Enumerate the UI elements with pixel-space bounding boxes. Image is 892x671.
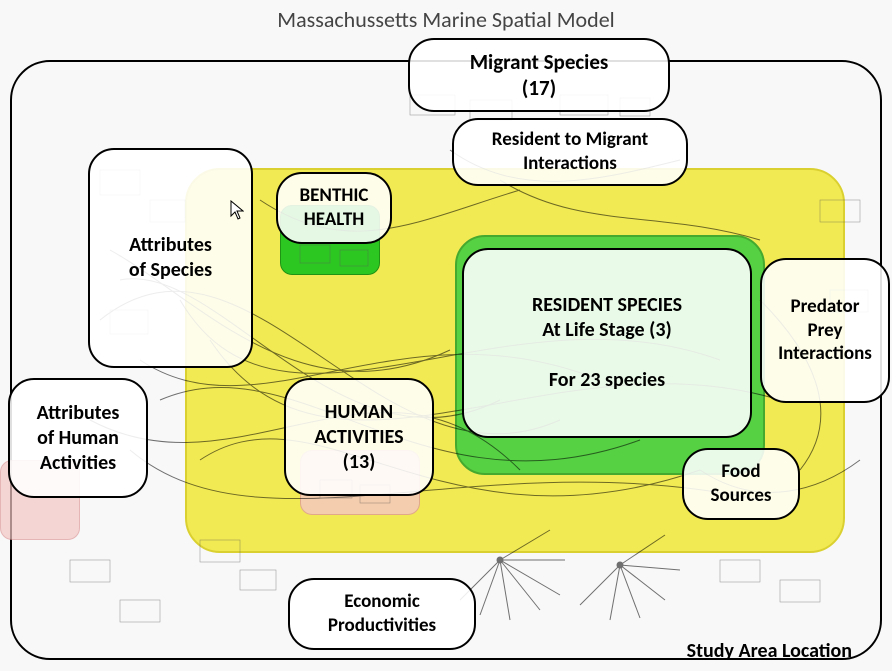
box-attributes-human-activities: Attributesof HumanActivities xyxy=(8,378,148,498)
box-label: EconomicProductivities xyxy=(328,590,436,638)
box-resident-to-migrant: Resident to MigrantInteractions xyxy=(452,118,688,186)
study-area-location-label: Study Area Location xyxy=(687,639,852,663)
box-food-sources: FoodSources xyxy=(682,448,800,520)
box-label: BENTHICHEALTH xyxy=(300,184,369,232)
box-economic-productivities: EconomicProductivities xyxy=(288,578,476,650)
box-migrant-species: Migrant Species(17) xyxy=(408,38,670,112)
box-label: Attributesof HumanActivities xyxy=(37,401,120,476)
box-attributes-of-species: Attributesof Species xyxy=(88,148,253,368)
box-label: Resident to MigrantInteractions xyxy=(492,128,648,176)
box-resident-species: RESIDENT SPECIESAt Life Stage (3)For 23 … xyxy=(462,248,752,438)
box-label: Attributesof Species xyxy=(129,233,212,283)
box-label: RESIDENT SPECIESAt Life Stage (3)For 23 … xyxy=(532,293,682,393)
box-label: PredatorPreyInteractions xyxy=(778,295,872,366)
page-title: Massachussetts Marine Spatial Model xyxy=(0,6,892,33)
box-label: Migrant Species(17) xyxy=(470,49,609,102)
box-predator-prey: PredatorPreyInteractions xyxy=(760,258,890,403)
box-human-activities: HUMANACTIVITIES(13) xyxy=(284,378,434,496)
box-benthic-health: BENTHICHEALTH xyxy=(276,172,392,244)
box-label: HUMANACTIVITIES(13) xyxy=(314,400,403,475)
box-label: FoodSources xyxy=(711,460,772,508)
